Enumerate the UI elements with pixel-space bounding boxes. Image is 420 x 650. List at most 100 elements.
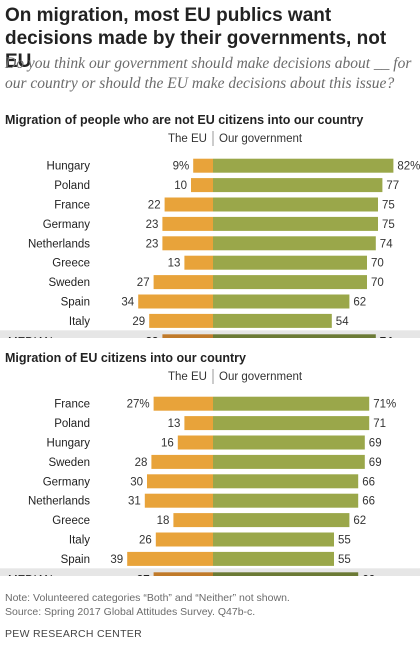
bar-eu-spain — [127, 551, 213, 566]
bar-eu-netherlands — [162, 236, 213, 251]
value-eu-median: 27 — [137, 574, 150, 576]
bar-gov-spain — [213, 294, 350, 309]
value-gov-greece: 62 — [353, 515, 366, 527]
legend-our-government: Our government — [219, 371, 303, 383]
category-label-spain: Spain — [61, 554, 90, 566]
section-title-non-eu: Migration of people who are not EU citiz… — [5, 113, 364, 127]
category-label-germany: Germany — [43, 219, 91, 231]
value-gov-median: 66 — [362, 574, 375, 576]
value-gov-france: 75 — [382, 200, 395, 212]
category-label-italy: Italy — [69, 535, 90, 547]
bar-eu-france — [153, 396, 213, 411]
category-label-france: France — [54, 399, 90, 411]
note-text: Note: Volunteered categories “Both” and … — [5, 592, 290, 604]
bar-gov-sweden — [213, 275, 367, 290]
category-label-sweden: Sweden — [48, 457, 90, 469]
bar-gov-france — [213, 396, 370, 411]
category-label-hungary: Hungary — [47, 161, 91, 173]
bar-gov-italy — [213, 532, 334, 547]
value-gov-netherlands: 74 — [380, 238, 393, 250]
footnote: Note: Volunteered categories “Both” and … — [5, 591, 290, 619]
value-gov-greece: 70 — [371, 258, 384, 270]
category-label-poland: Poland — [54, 180, 90, 192]
bar-eu-hungary — [193, 158, 213, 173]
bar-eu-poland — [184, 416, 213, 431]
legend-our-government: Our government — [219, 133, 303, 145]
value-eu-italy: 26 — [139, 535, 152, 547]
bar-gov-median — [213, 572, 359, 576]
chart-svg-non-eu: The EU Our government Hungary 9% 82% Poland 10… — [0, 131, 420, 338]
section-title-eu-citizens: Migration of EU citizens into our countr… — [5, 351, 246, 365]
value-gov-germany: 66 — [362, 476, 375, 488]
value-eu-spain: 34 — [121, 297, 134, 309]
chart-subtitle: Do you think our government should make … — [5, 55, 412, 92]
value-eu-greece: 18 — [157, 515, 170, 527]
value-eu-median: 23 — [146, 336, 159, 338]
bar-eu-italy — [155, 532, 213, 547]
value-gov-poland: 71 — [373, 418, 386, 430]
value-gov-italy: 55 — [338, 535, 351, 547]
bar-gov-hungary — [213, 435, 365, 450]
legend-eu: The EU — [168, 133, 207, 145]
value-gov-france: 71% — [373, 399, 396, 411]
source-text: Source: Spring 2017 Global Attitudes Sur… — [5, 606, 256, 618]
value-gov-hungary: 69 — [369, 438, 382, 450]
bar-eu-netherlands — [144, 493, 213, 508]
value-eu-france: 22 — [148, 200, 161, 212]
bar-eu-sweden — [153, 275, 213, 290]
value-eu-hungary: 16 — [161, 438, 174, 450]
value-gov-median: 74 — [380, 336, 393, 338]
category-label-germany: Germany — [43, 476, 91, 488]
value-gov-spain: 55 — [338, 554, 351, 566]
bar-gov-hungary — [213, 158, 394, 173]
bar-gov-germany — [213, 474, 359, 489]
category-label-poland: Poland — [54, 418, 90, 430]
bar-eu-greece — [184, 255, 213, 270]
value-gov-hungary: 82% — [397, 161, 420, 173]
bar-gov-greece — [213, 255, 367, 270]
bar-eu-median — [162, 334, 213, 338]
value-gov-germany: 75 — [382, 219, 395, 231]
value-gov-spain: 62 — [353, 297, 366, 309]
bar-gov-poland — [213, 178, 383, 193]
value-eu-italy: 29 — [132, 316, 145, 328]
bar-gov-netherlands — [213, 236, 376, 251]
bar-gov-spain — [213, 551, 334, 566]
value-gov-poland: 77 — [386, 180, 399, 192]
value-gov-italy: 54 — [336, 316, 349, 328]
bar-gov-poland — [213, 416, 370, 431]
value-eu-france: 27% — [127, 399, 150, 411]
median-band — [0, 568, 420, 576]
category-label-spain: Spain — [61, 297, 90, 309]
bar-eu-hungary — [177, 435, 213, 450]
value-eu-sweden: 28 — [135, 457, 148, 469]
value-eu-poland: 10 — [174, 180, 187, 192]
bar-gov-italy — [213, 313, 332, 328]
bar-eu-poland — [191, 178, 213, 193]
category-label-greece: Greece — [52, 515, 90, 527]
bar-gov-greece — [213, 513, 350, 528]
bar-eu-germany — [147, 474, 213, 489]
bar-gov-germany — [213, 216, 378, 231]
category-label-hungary: Hungary — [47, 438, 91, 450]
bar-gov-france — [213, 197, 378, 212]
bar-eu-spain — [138, 294, 213, 309]
chart-svg-eu-citizens: The EU Our government France 27% 71% Poland 13… — [0, 369, 420, 576]
value-gov-sweden: 70 — [371, 277, 384, 289]
bar-eu-italy — [149, 313, 213, 328]
value-eu-sweden: 27 — [137, 277, 150, 289]
bar-gov-median — [213, 334, 376, 338]
bar-gov-netherlands — [213, 493, 359, 508]
bar-eu-greece — [173, 513, 213, 528]
median-band — [0, 330, 420, 338]
chart-title: On migration, most EU publics want decis… — [5, 5, 387, 72]
value-gov-netherlands: 66 — [362, 496, 375, 508]
bar-gov-sweden — [213, 454, 365, 469]
category-label-italy: Italy — [69, 316, 90, 328]
value-eu-netherlands: 31 — [128, 496, 141, 508]
value-eu-germany: 30 — [130, 476, 143, 488]
category-label-france: France — [54, 200, 90, 212]
chart-eu-citizens-migration: The EU Our government France 27% 71% Poland 13… — [0, 366, 420, 576]
organization-name: PEW RESEARCH CENTER — [5, 628, 142, 640]
category-label-sweden: Sweden — [48, 277, 90, 289]
